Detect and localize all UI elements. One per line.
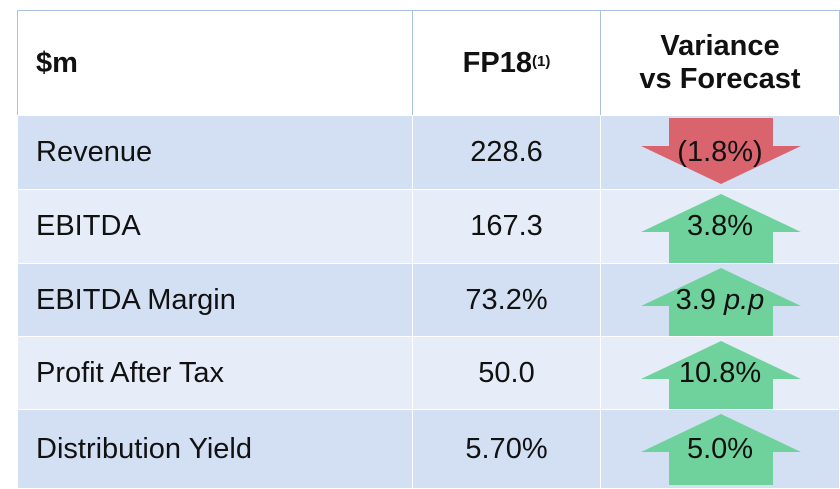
arrow-shape bbox=[641, 118, 801, 184]
header-note: (1) bbox=[531, 52, 551, 70]
header-variance: Variance bbox=[660, 30, 780, 62]
row-label-cell: EBITDA Margin bbox=[17, 263, 413, 338]
variance-arrow bbox=[641, 341, 801, 412]
row-value: 167.3 bbox=[470, 210, 543, 242]
header-variance: vs Forecast bbox=[639, 63, 801, 95]
row-label: EBITDA Margin bbox=[36, 284, 236, 316]
row-variance-cell: 10.8% bbox=[600, 336, 840, 412]
row-variance-unit: p.p bbox=[724, 284, 765, 316]
row-variance-cell: 3.9 p.p bbox=[600, 263, 840, 339]
row-label: EBITDA bbox=[36, 210, 141, 242]
header-label: $m bbox=[36, 46, 78, 79]
header-period: FP18 bbox=[462, 46, 532, 79]
arrow-shape bbox=[641, 194, 801, 265]
header-cell: FP18 (1) bbox=[412, 10, 601, 116]
row-value: 5.70% bbox=[465, 432, 548, 465]
row-variance: 5.0% bbox=[686, 432, 754, 465]
variance-arrow bbox=[641, 268, 801, 339]
row-value: 228.6 bbox=[470, 136, 543, 168]
variance-arrow bbox=[641, 414, 801, 485]
row-label-cell: EBITDA bbox=[17, 189, 413, 264]
row-value-cell: 50.0 bbox=[412, 336, 601, 411]
arrow-shape bbox=[641, 414, 801, 485]
row-variance-cell: (1.8%) bbox=[600, 115, 840, 190]
row-value-cell: 167.3 bbox=[412, 189, 601, 264]
row-label: Revenue bbox=[36, 136, 153, 168]
arrow-shape bbox=[641, 341, 801, 412]
row-value-cell: 228.6 bbox=[412, 115, 601, 190]
row-value-cell: 5.70% bbox=[412, 409, 601, 489]
row-value: 73.2% bbox=[465, 284, 548, 316]
header-cell: Variance vs Forecast bbox=[600, 10, 840, 116]
row-value-cell: 73.2% bbox=[412, 263, 601, 338]
row-label-cell: Profit After Tax bbox=[17, 336, 413, 411]
arrow-shape bbox=[641, 268, 801, 339]
row-variance-cell: 3.8% bbox=[600, 189, 840, 265]
row-variance-cell: 5.0% bbox=[600, 409, 840, 489]
row-label: Profit After Tax bbox=[36, 357, 225, 389]
row-label: Distribution Yield bbox=[36, 432, 252, 465]
row-label-cell: Revenue bbox=[17, 115, 413, 190]
row-label-cell: Distribution Yield bbox=[17, 409, 413, 489]
row-variance: 10.8% bbox=[678, 357, 762, 389]
variance-arrow bbox=[641, 194, 801, 265]
row-variance: (1.8%) bbox=[677, 136, 763, 168]
header-cell: $m bbox=[17, 10, 413, 116]
variance-arrow bbox=[641, 118, 801, 184]
row-variance: 3.8% bbox=[686, 210, 754, 242]
row-value: 50.0 bbox=[478, 357, 535, 389]
row-variance: 3.9 bbox=[675, 284, 716, 316]
